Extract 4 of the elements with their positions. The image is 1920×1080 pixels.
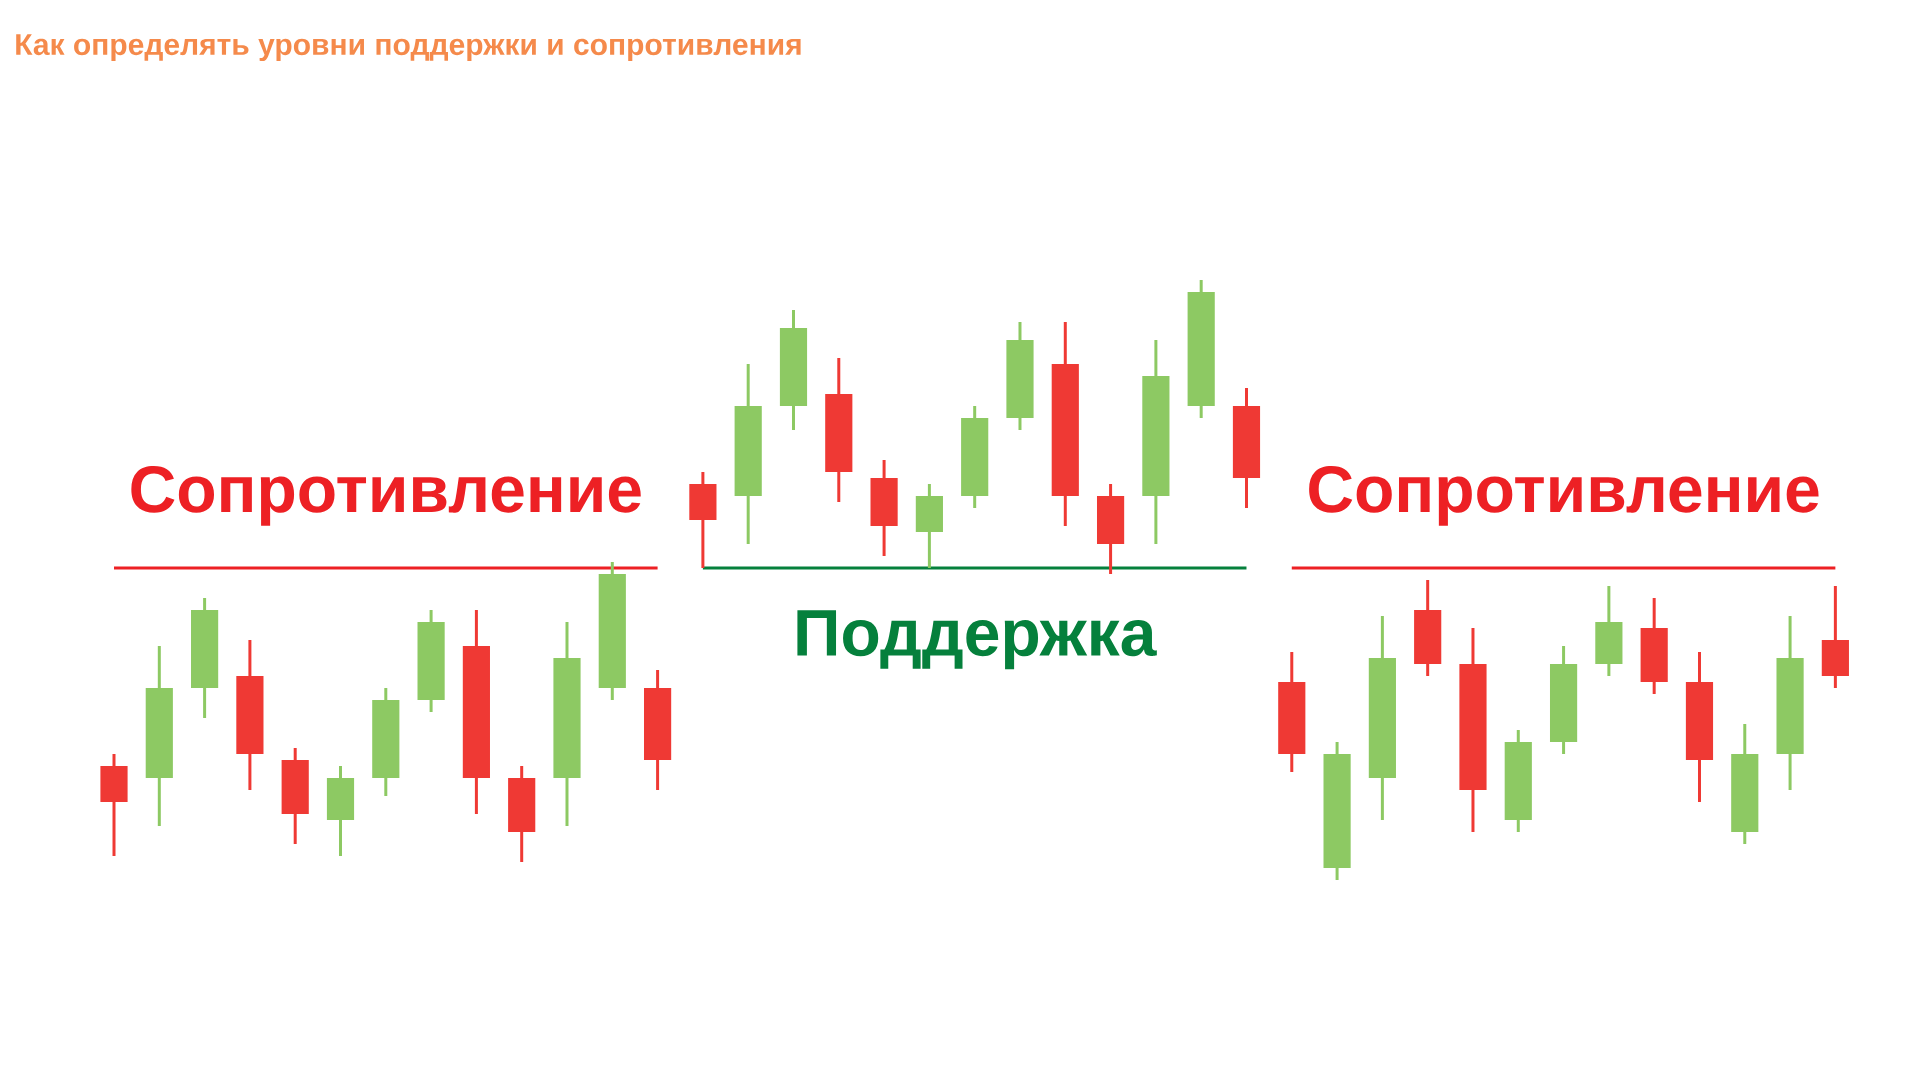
- series-label: Сопротивление: [131, 466, 641, 526]
- chart-title: Как определять уровни поддержки и сопротивления: [16, 34, 801, 62]
- series-label: Поддержка: [797, 610, 1157, 670]
- series-label: Сопротивление: [1309, 466, 1819, 526]
